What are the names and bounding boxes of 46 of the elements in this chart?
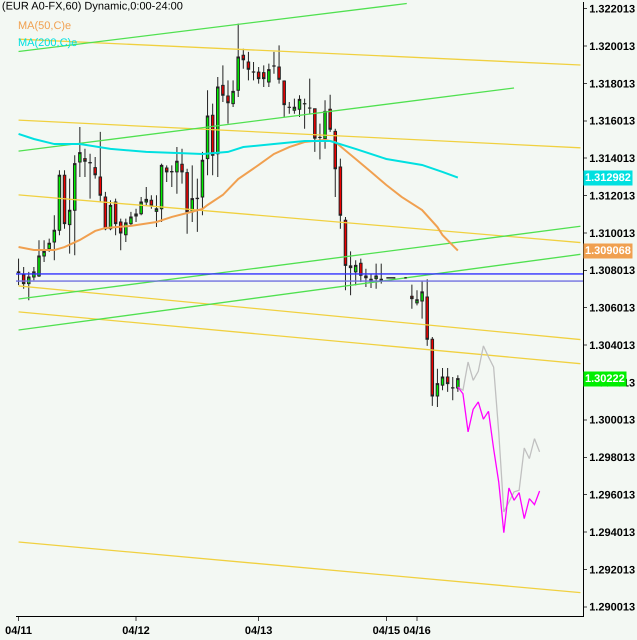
y-tick-label: 1.296013 [589, 489, 636, 502]
y-tick-label: 1.316013 [589, 116, 636, 128]
y-tick-label: 1.290013 [589, 602, 636, 614]
y-tick-label: 1.318013 [589, 78, 636, 90]
x-tick-label: 04/15 [372, 625, 400, 638]
y-tick-label: 1.310013 [589, 228, 636, 240]
chart-title: (EUR A0-FX,60) Dynamic,0:00-24:00 [2, 0, 183, 13]
line-series [457, 345, 540, 513]
candlestick [272, 51, 276, 74]
x-tick-label: 04/13 [244, 625, 272, 638]
y-tick-label: 1.306013 [589, 302, 636, 315]
candlestick [200, 151, 204, 216]
candlestick [231, 80, 235, 108]
x-tick-label: 04/16 [403, 625, 431, 638]
candlestick [246, 51, 250, 81]
candlestick [154, 194, 158, 228]
candlestick [98, 131, 102, 202]
y-tick-label: 1.312013 [589, 190, 636, 202]
x-tick-label: 04/12 [122, 625, 150, 638]
line-series [18, 138, 459, 252]
candlestick [344, 216, 348, 291]
candlestick [104, 191, 108, 231]
candlestick [16, 258, 20, 286]
candlestick [282, 80, 286, 118]
candlestick [415, 290, 419, 306]
candlestick [410, 284, 414, 310]
candlestick [277, 44, 281, 84]
y-tick-label: 1.292013 [589, 564, 636, 576]
y-tick-label: 1.298013 [589, 452, 636, 464]
text: 1.309068 [585, 245, 631, 257]
text: MA(50,C)e [18, 20, 72, 32]
y-tick-label: 1.300013 [589, 414, 636, 427]
y-tick-label: 1.314013 [589, 153, 636, 166]
y-tick-label: 1.304013 [589, 340, 636, 352]
line-series [18, 132, 459, 179]
y-tick-label: 1.294013 [589, 526, 636, 539]
candlestick [47, 238, 51, 252]
y-tick-label: 1.308013 [589, 265, 636, 278]
x-tick-label: 04/11 [5, 625, 32, 638]
candlestick [88, 153, 92, 200]
text: 1.312982 [585, 172, 631, 184]
line-series [457, 386, 540, 534]
y-tick-label: 1.322013 [589, 4, 636, 16]
candlestick [93, 156, 97, 180]
y-tick-label: 1.320013 [589, 40, 636, 53]
candlestick [42, 240, 46, 262]
